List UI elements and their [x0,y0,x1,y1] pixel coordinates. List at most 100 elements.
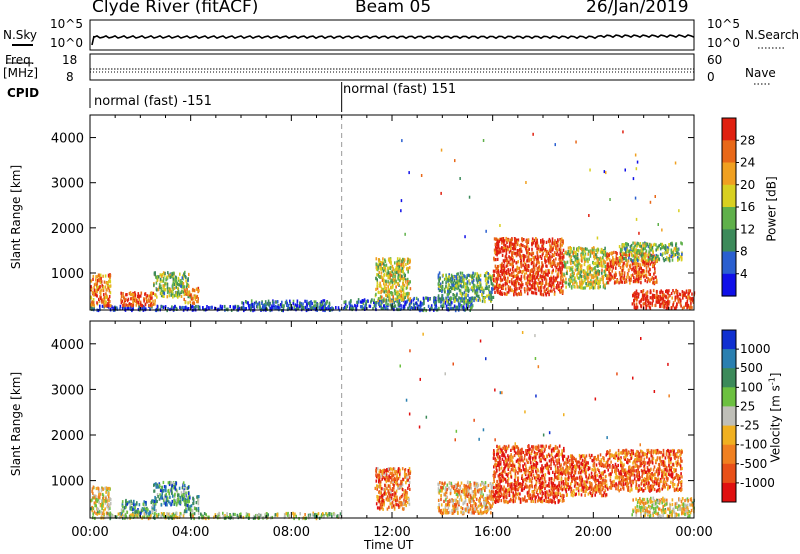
power-cell [406,260,409,264]
power-cell [398,302,401,306]
power-colorbar-tick-label: 16 [740,200,755,214]
power-cell [462,299,465,303]
power-cell [457,283,460,287]
nave-label: Nave [745,66,776,80]
power-cell [402,285,405,289]
power-cell [511,251,513,255]
power-cell [257,302,259,306]
power-cell [557,281,559,285]
power-cell [279,303,282,307]
power-cell [90,303,93,307]
power-cell [559,244,562,248]
power-cell [690,301,692,305]
power-cell [670,291,673,296]
velocity-cell [135,502,138,506]
power-cell [644,279,646,283]
power-cell [450,303,452,307]
power-cell [454,281,457,285]
velocity-cell [104,497,107,501]
power-cell [588,257,590,261]
power-cell [675,289,677,293]
power-cell [637,242,639,246]
power-cell [659,291,662,295]
power-cell [348,301,351,305]
power-cell [528,279,530,283]
power-cell [460,276,462,280]
velocity-cell [103,512,105,516]
power-cell [197,297,199,301]
power-cell [390,261,392,266]
power-cell [455,284,458,288]
power-cell [160,289,163,293]
power-cell [199,307,201,311]
power-cell [455,295,457,300]
power-cell [379,295,382,299]
velocity-cell [224,514,226,518]
power-cell [464,285,467,290]
power-cell [390,291,393,295]
power-cell [457,272,459,276]
power-cell [438,279,440,283]
power-cell [651,255,654,259]
power-cell [636,244,638,248]
power-cell [501,253,504,257]
power-cell [625,280,628,284]
power-cell [522,243,524,248]
power-cell [189,293,191,297]
power-cell [381,295,383,299]
power-cell [148,303,150,307]
power-cell [497,277,499,281]
power-cell [447,302,449,307]
velocity-cell [160,486,163,490]
power-cell [407,306,410,310]
power-cell [635,254,638,258]
power-cell [585,282,587,286]
velocity-cell [156,493,159,497]
power-cell [377,298,379,302]
power-cell [383,286,386,290]
power-cell [356,300,358,304]
power-cell [453,274,456,279]
power-cell [343,300,346,304]
power-cell [361,305,363,309]
power-cell [160,284,162,288]
power-cell [533,258,535,262]
power-cell [487,280,490,284]
velocity-cell [178,486,181,490]
velocity-cell [245,515,248,519]
power-cell [365,300,368,304]
power-cell [616,257,618,261]
power-cell [668,289,670,293]
power-cell [499,276,502,280]
power-cell [469,282,471,286]
power-cell [383,264,386,268]
power-cell [592,246,595,250]
freq-unit-label: [MHz] [3,66,39,80]
power-cell [452,281,455,285]
power-cell [604,268,607,272]
power-cell [523,261,526,265]
power-cell [392,268,394,272]
power-cell [413,296,415,301]
power-cell [618,245,621,249]
power-cell [474,284,476,288]
power-cell [106,304,108,308]
power-cell [631,253,633,258]
power-cell [582,274,585,278]
velocity-cell [148,514,150,518]
power-cell [492,274,494,278]
power-cell [539,247,542,251]
power-cell [521,237,523,241]
power-cell [502,249,504,253]
power-cell [162,271,165,275]
power-cell [511,242,514,246]
power-cell [493,237,496,241]
power-cell [184,301,187,305]
velocity-cell [183,499,185,503]
velocity-cell [184,510,187,514]
power-cell [413,302,415,306]
power-cell [475,294,478,298]
power-cell [394,268,397,272]
power-cell [687,292,689,296]
power-cell [316,303,319,307]
